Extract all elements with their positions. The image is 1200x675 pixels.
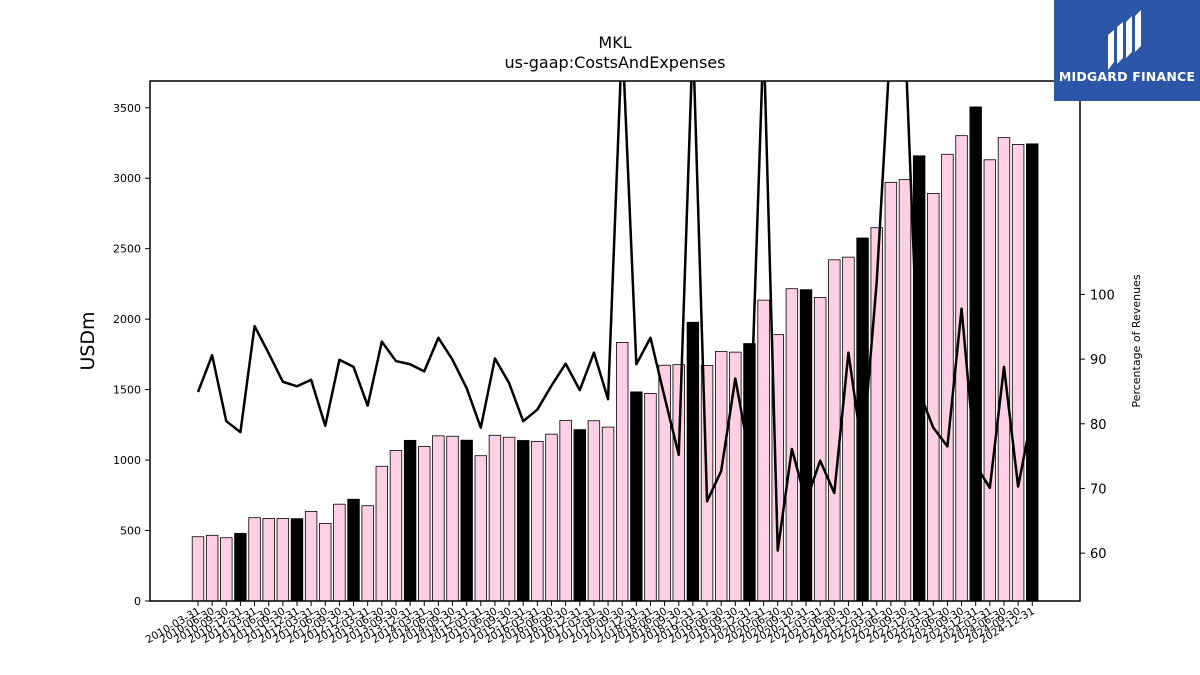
- y-tick-label: 1000: [113, 454, 141, 467]
- bar-2016-03-31: [531, 440, 544, 602]
- bar-2012-06-30: [319, 522, 332, 602]
- bar-2018-09-30: [672, 364, 685, 602]
- y-tick-label: 3500: [113, 102, 141, 115]
- bar-2021-03-31: [813, 297, 827, 602]
- bar-2016-12-31: [573, 429, 586, 602]
- bar-2013-03-31: [361, 505, 374, 602]
- y2-tick-label: 80: [1090, 418, 1107, 433]
- bar-2015-09-30: [502, 436, 516, 602]
- midgard-finance-logo-icon: [1108, 10, 1141, 70]
- bar-2010-09-30: [220, 537, 233, 602]
- bar-2016-06-30: [545, 433, 558, 602]
- bar-2010-06-30: [205, 534, 219, 602]
- bar-2015-12-31: [517, 440, 530, 602]
- bar-2017-12-31: [630, 391, 643, 602]
- line-series: [196, 81, 1034, 552]
- bar-2013-06-30: [375, 465, 389, 602]
- bar-2018-03-31: [644, 393, 657, 602]
- bar-2023-09-30: [955, 135, 968, 602]
- bar-2024-09-30: [1011, 144, 1025, 602]
- bar-2014-06-30: [432, 435, 445, 602]
- chart-title: MKL: [598, 33, 631, 52]
- plot-frame: [149, 80, 1081, 602]
- bar-2018-12-31: [686, 321, 700, 602]
- bar-2019-12-31: [743, 343, 756, 602]
- y-tick-label: 500: [120, 525, 141, 538]
- bar-2014-09-30: [446, 435, 459, 602]
- bar-2010-03-31: [191, 536, 205, 602]
- y2-tick-label: 60: [1090, 547, 1107, 562]
- bar-2011-06-30: [262, 518, 275, 602]
- y-axis-right: 60 70 80 90 100: [1080, 288, 1115, 562]
- y-axis-left: 0 500 1000 1500 2000 2500 3000 3500: [113, 102, 150, 608]
- bar-2017-06-30: [601, 426, 615, 602]
- bar-2010-12-31: [234, 532, 247, 602]
- bar-2017-03-31: [587, 420, 601, 602]
- bar-2021-09-30: [842, 256, 855, 602]
- bar-2011-12-31: [290, 518, 304, 602]
- y-tick-label: 2000: [113, 313, 141, 326]
- bar-2014-12-31: [460, 439, 473, 602]
- bar-2013-09-30: [389, 450, 403, 602]
- x-axis: 2010-03-312010-06-302010-09-302010-12-31…: [144, 601, 1037, 646]
- percentage-line: [196, 81, 1034, 552]
- bar-2011-03-31: [248, 517, 261, 602]
- midgard-finance-logo: MIDGARD FINANCE: [1054, 0, 1200, 101]
- y2-axis-label: Percentage of Revenues: [1130, 274, 1143, 407]
- bar-2023-12-31: [969, 106, 982, 602]
- y-tick-label: 2500: [113, 243, 141, 256]
- bar-2014-03-31: [418, 446, 431, 602]
- bar-2023-03-31: [927, 193, 940, 602]
- bar-2019-06-30: [714, 351, 728, 602]
- bar-2013-12-31: [403, 439, 417, 602]
- bar-2022-09-30: [898, 179, 912, 602]
- bar-2020-12-31: [799, 289, 813, 602]
- bar-2012-03-31: [304, 510, 318, 602]
- bar-2015-06-30: [488, 434, 502, 602]
- y2-tick-label: 90: [1090, 353, 1107, 368]
- bar-2019-09-30: [729, 351, 742, 602]
- y2-tick-label: 70: [1090, 482, 1107, 497]
- y-tick-label: 3000: [113, 172, 141, 185]
- bar-2020-09-30: [785, 288, 799, 602]
- bar-2012-12-31: [347, 498, 360, 602]
- logo-text: MIDGARD FINANCE: [1058, 69, 1196, 84]
- bar-2016-09-30: [559, 419, 572, 602]
- bar-2021-06-30: [828, 259, 841, 602]
- chart-subtitle: us-gaap:CostsAndExpenses: [505, 53, 726, 72]
- bar-2024-03-31: [983, 159, 997, 602]
- bar-2012-09-30: [333, 503, 346, 602]
- y2-tick-label: 100: [1090, 288, 1115, 303]
- y-tick-label: 1500: [113, 384, 141, 397]
- y-tick-label: 0: [134, 595, 141, 608]
- bar-2024-12-31: [1026, 143, 1039, 602]
- bar-2020-03-31: [757, 299, 770, 602]
- bar-2022-06-30: [884, 181, 898, 602]
- y-axis-label: USDm: [77, 311, 99, 370]
- bar-2023-06-30: [941, 153, 954, 602]
- bar-2017-09-30: [616, 342, 629, 602]
- bar-2015-03-31: [474, 455, 488, 602]
- bar-2011-09-30: [276, 518, 290, 602]
